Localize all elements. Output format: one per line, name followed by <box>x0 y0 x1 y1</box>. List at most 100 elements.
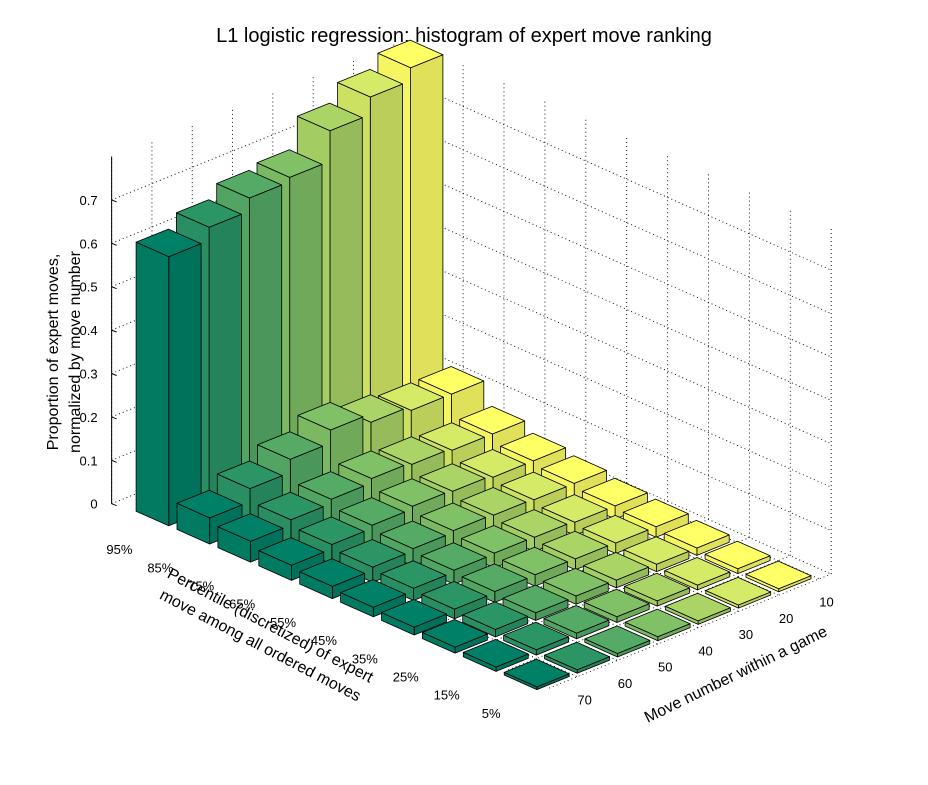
bar-top-face <box>298 516 365 545</box>
bar <box>705 577 772 609</box>
bar-top-face <box>298 471 364 500</box>
bar-top-face <box>176 489 243 519</box>
bar-top-face <box>380 560 447 589</box>
bar-top-face <box>420 502 487 531</box>
bar-side-face <box>208 213 242 510</box>
bar-top-face <box>338 450 405 479</box>
bar-side-face <box>168 243 202 527</box>
bar-top-face <box>542 568 609 597</box>
percentile-tick-label: 65% <box>229 597 255 612</box>
move-number-tick-label: 20 <box>779 611 793 626</box>
bar-top-face <box>663 520 730 549</box>
bar-top-face <box>297 401 364 431</box>
bar-top-face <box>175 199 242 228</box>
bar-top-face <box>378 436 445 465</box>
y-axis-label: Move number within a game <box>642 623 830 726</box>
percentile-tick-label: 35% <box>352 651 378 666</box>
bar-top-face <box>420 542 487 571</box>
bar-top-face <box>500 432 566 462</box>
bar-top-face <box>503 621 569 651</box>
bar-top-face <box>379 478 446 507</box>
move-number-tick-label: 30 <box>739 627 753 642</box>
z-tick-label: 0.5 <box>80 280 98 295</box>
bar-top-face <box>217 513 284 542</box>
bar-top-face <box>418 366 485 395</box>
move-number-tick-label: 40 <box>698 643 712 658</box>
bar-top-face <box>543 605 610 634</box>
z-tick-mark <box>111 373 117 376</box>
bar <box>583 588 650 623</box>
bar-top-face <box>583 588 650 618</box>
move-number-tick-label: 10 <box>819 595 833 610</box>
bar-top-face <box>541 455 607 484</box>
bar-top-face <box>338 497 405 526</box>
bar-top-face <box>704 540 771 570</box>
bar-top-face <box>503 658 570 688</box>
bar-top-face <box>379 520 446 549</box>
z-axis-label-line1: Proportion of expert moves, <box>45 254 62 451</box>
bar-top-face <box>461 525 527 554</box>
z-tick-label: 0.4 <box>80 323 98 338</box>
percentile-tick-label: 45% <box>311 633 337 648</box>
bar-top-face <box>624 608 691 638</box>
bar-top-face <box>541 494 608 523</box>
bar-top-face <box>500 471 567 501</box>
z-tick-label: 0.2 <box>80 410 98 425</box>
z-tick-labels: 0 0.1 0.2 0.3 0.4 0.5 0.6 0.7 <box>80 193 117 512</box>
percentile-tick-label: 75% <box>188 579 214 594</box>
percentile-tick-label: 25% <box>393 670 419 685</box>
bar-top-face <box>624 572 690 602</box>
bar-top-face <box>461 563 528 592</box>
bar-top-face <box>299 558 366 587</box>
z-tick-label: 0.7 <box>80 193 98 208</box>
bar-top-face <box>623 536 690 565</box>
z-tick-mark <box>111 459 117 463</box>
bar <box>340 579 407 618</box>
bar-top-face <box>135 228 202 258</box>
bar-top-face <box>705 577 772 606</box>
bar <box>502 584 569 621</box>
bar-top-face <box>339 539 406 568</box>
bar-top-face <box>459 449 526 478</box>
bar <box>381 599 447 636</box>
bar <box>704 540 771 574</box>
move-number-tick-label: 70 <box>577 692 591 707</box>
bar-top-face <box>421 619 488 648</box>
z-tick-label: 0.1 <box>80 453 98 468</box>
move-number-tick-label: 60 <box>618 676 632 691</box>
bar-top-face <box>337 69 404 98</box>
bar <box>421 619 488 654</box>
bar-top-face <box>460 487 527 516</box>
bar-top-face <box>421 581 488 610</box>
bar-top-face <box>459 405 526 435</box>
z-axis-label-line2: normalized by move number <box>67 250 84 453</box>
bar-top-face <box>544 641 610 671</box>
z-tick-mark <box>111 242 117 246</box>
chart-title: L1 logistic regression: histogram of exp… <box>216 25 712 47</box>
bar-top-face <box>378 382 444 411</box>
bar-front-face <box>135 241 170 527</box>
bar-top-face <box>377 39 444 69</box>
bar-top-face <box>216 460 283 490</box>
bar <box>462 639 529 672</box>
bar <box>584 625 651 658</box>
percentile-tick-label: 55% <box>270 615 296 630</box>
z-tick-mark <box>111 503 117 507</box>
bar-top-face <box>462 639 529 668</box>
bar-top-face <box>501 509 568 538</box>
z-tick-mark <box>111 199 117 203</box>
percentile-tick-label: 95% <box>106 542 132 557</box>
bar-top-face <box>340 579 407 608</box>
bar-top-face <box>216 169 283 199</box>
bar-top-face <box>745 560 812 590</box>
bar-top-face <box>583 552 649 581</box>
z-tick-label: 0.6 <box>80 236 98 251</box>
bar <box>664 557 731 591</box>
bar-top-face <box>418 422 485 451</box>
move-number-tick-label: 50 <box>658 660 672 675</box>
z-tick-label: 0.3 <box>80 367 98 382</box>
bar <box>623 536 690 572</box>
bars-layer <box>135 39 812 690</box>
bar-top-face <box>502 584 569 614</box>
